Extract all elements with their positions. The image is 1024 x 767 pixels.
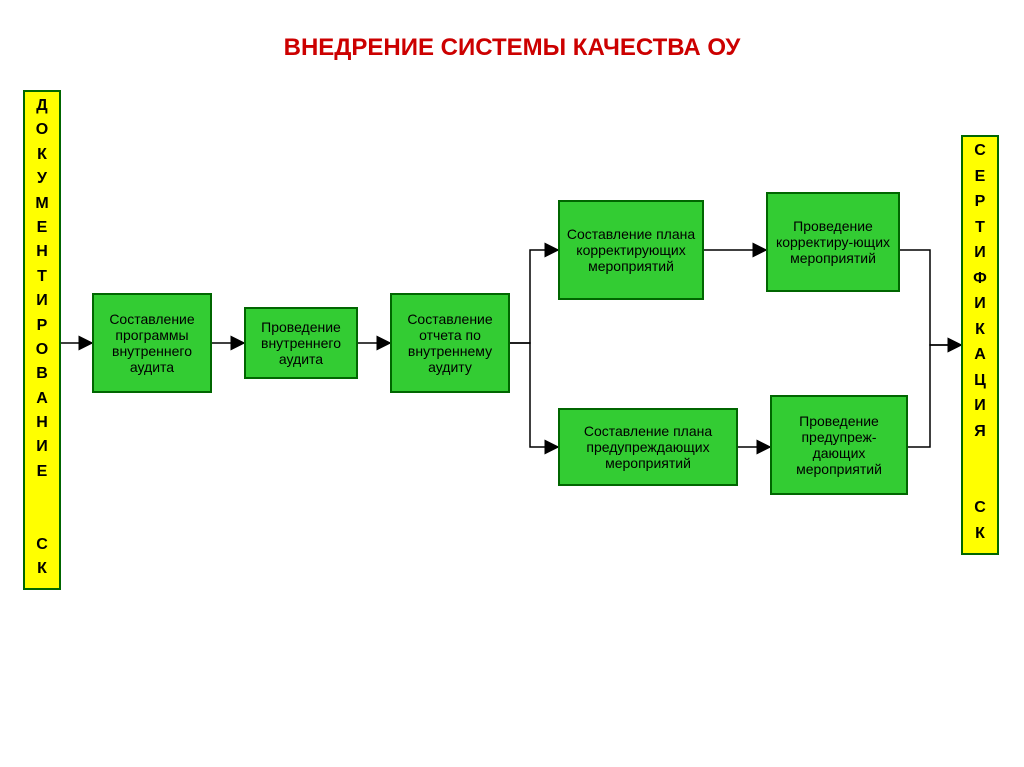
vertical-cert: СЕРТИФИКАЦИЯ СК [961,135,999,555]
node-n6: Составление плана предупреждающих меропр… [558,408,738,486]
node-n1: Составление программы внутреннего аудита [92,293,212,393]
page-title: ВНЕДРЕНИЕ СИСТЕМЫ КАЧЕСТВА ОУ [212,34,812,62]
node-n5: Проведение корректиру-ющих мероприятий [766,192,900,292]
node-n7: Проведение предупреж-дающих мероприятий [770,395,908,495]
edge-n3_right-n4_left [510,250,558,343]
node-n2: Проведение внутреннего аудита [244,307,358,379]
flowchart-stage: ВНЕДРЕНИЕ СИСТЕМЫ КАЧЕСТВА ОУ ДОКУМЕНТИР… [0,0,1024,767]
node-n4: Составление плана корректирующих меропри… [558,200,704,300]
edge-n7_right-cert_left [908,345,961,447]
node-n3: Составление отчета по внутреннему аудиту [390,293,510,393]
edge-n5_right-cert_left [900,250,961,345]
edge-n3_right-n6_left [510,343,558,447]
vertical-doc: ДОКУМЕНТИРОВАНИЕ СК [23,90,61,590]
